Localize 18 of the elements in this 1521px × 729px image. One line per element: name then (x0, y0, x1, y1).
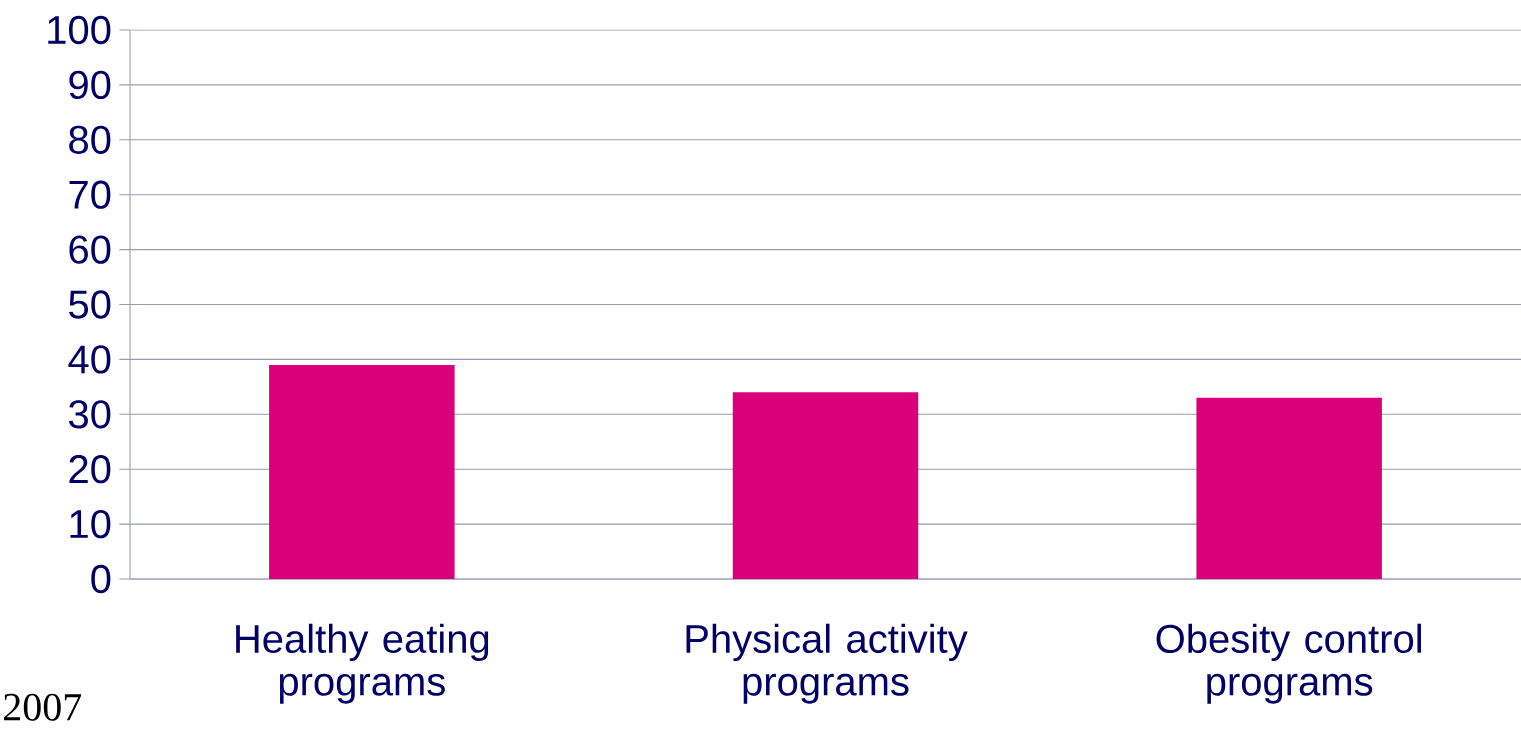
y-tick-label: 0 (91, 564, 111, 594)
y-tick-label: 90 (69, 70, 111, 100)
y-tick-label: 10 (70, 509, 111, 539)
x-tick-label: Obesity control programs (1156, 623, 1421, 704)
y-tick-label: 40 (68, 345, 111, 374)
y-tick-label: 30 (68, 400, 111, 429)
y-tick-label: 100 (48, 15, 111, 45)
x-tick-label: Healthy eating programs (236, 623, 489, 704)
bar (732, 392, 919, 579)
bar (1196, 397, 1382, 579)
y-tick-label: 80 (69, 125, 111, 154)
y-tick-label: 70 (69, 180, 111, 209)
y-tick-label: 60 (69, 235, 111, 264)
bar (269, 364, 455, 579)
y-tick-label: 20 (69, 455, 111, 484)
y-tick-label: 50 (69, 290, 111, 319)
x-tick-label: Physical activity programs (686, 623, 968, 704)
text: 2007 (4, 693, 82, 721)
